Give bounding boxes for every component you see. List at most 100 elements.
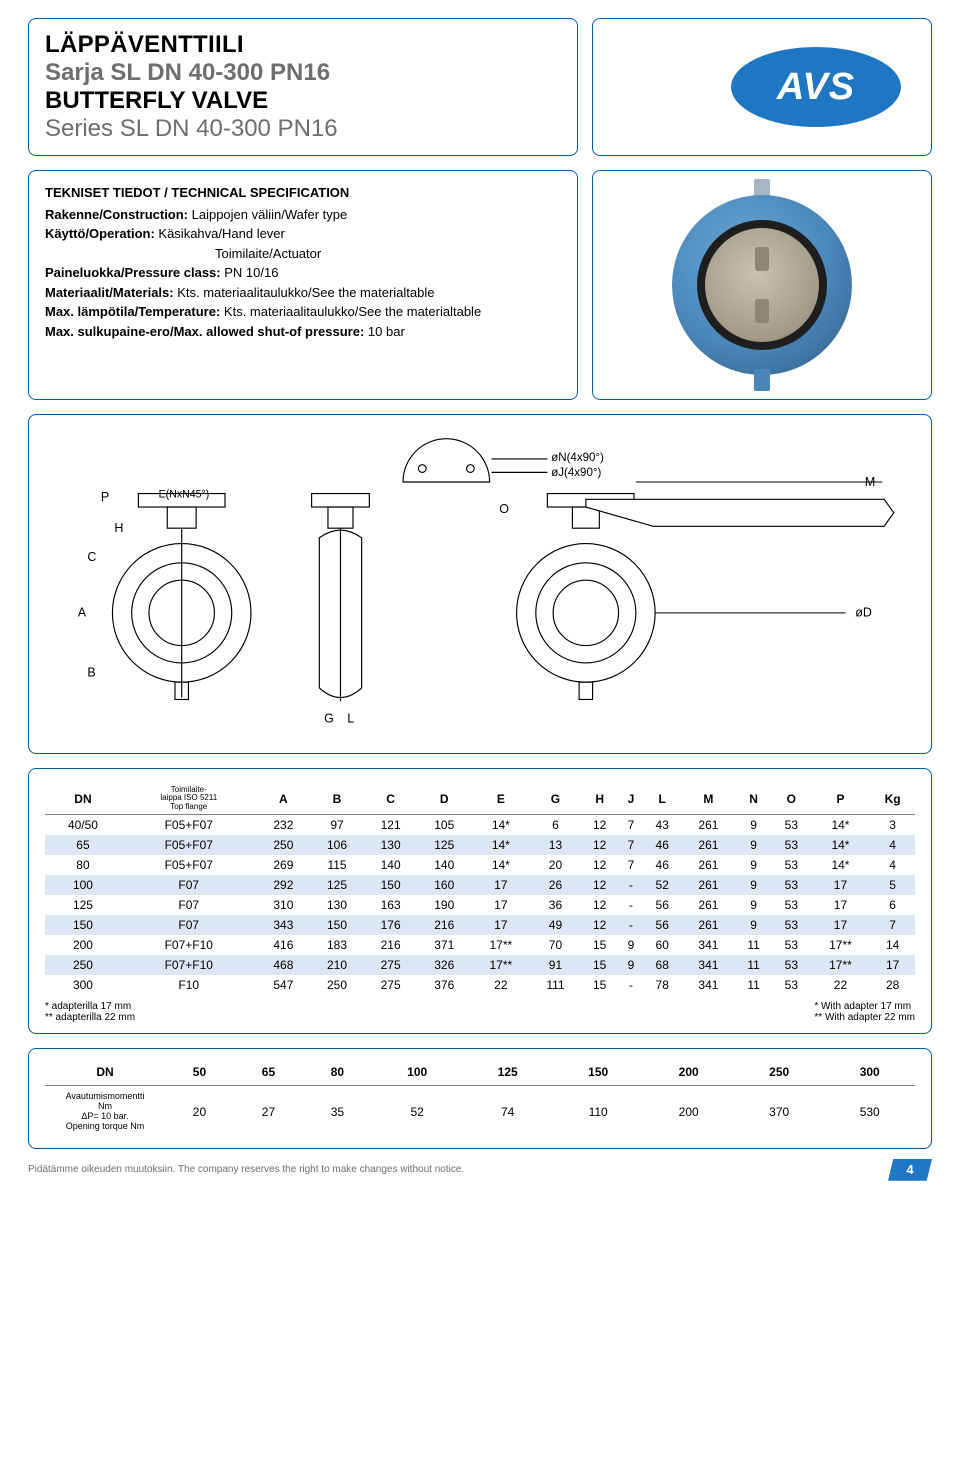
table-col-header: E	[471, 783, 531, 815]
title-line-3: BUTTERFLY VALVE	[45, 87, 561, 115]
label-B: B	[87, 665, 95, 679]
table-cell: -	[619, 875, 643, 895]
spec-value: Toimilaite/Actuator	[215, 246, 321, 261]
table-cell: 261	[682, 915, 736, 935]
table-cell: 250	[257, 835, 311, 855]
table-cell: 80	[45, 855, 121, 875]
table-cell: 68	[643, 955, 682, 975]
table-cell: 4	[870, 855, 915, 875]
torque-cell: 370	[734, 1086, 825, 1138]
table-col-header: DN	[45, 783, 121, 815]
valve-disc	[697, 220, 827, 350]
table-cell: 4	[870, 835, 915, 855]
table-cell: 300	[45, 975, 121, 995]
table-cell: 17**	[471, 935, 531, 955]
table-cell: 53	[772, 895, 811, 915]
spec-line: Max. lämpötila/Temperature: Kts. materia…	[45, 302, 561, 322]
footnotes: * adapterilla 17 mm** adapterilla 22 mm …	[45, 1001, 915, 1023]
table-cell: 163	[364, 895, 418, 915]
torque-cell: 200	[643, 1086, 734, 1138]
table-cell: F05+F07	[121, 815, 257, 836]
table-cell: 130	[364, 835, 418, 855]
torque-col-header: 80	[303, 1059, 372, 1086]
table-row: 300F105472502753762211115-7834111532228	[45, 975, 915, 995]
header-row: LÄPPÄVENTTIILI Sarja SL DN 40-300 PN16 B…	[28, 18, 932, 156]
table-cell: 6	[870, 895, 915, 915]
spec-line: Paineluokka/Pressure class: PN 10/16	[45, 263, 561, 283]
table-cell: 150	[310, 915, 364, 935]
table-row: 80F05+F0726911514014014*201274626195314*…	[45, 855, 915, 875]
table-cell: 91	[531, 955, 581, 975]
table-cell: -	[619, 975, 643, 995]
table-row: 100F07292125150160172612-52261953175	[45, 875, 915, 895]
spec-label: Materiaalit/Materials:	[45, 285, 174, 300]
table-cell: F05+F07	[121, 855, 257, 875]
table-cell: 17	[811, 915, 871, 935]
table-cell: 43	[643, 815, 682, 836]
table-cell: 341	[682, 935, 736, 955]
table-col-header: B	[310, 783, 364, 815]
table-row: 150F07343150176216174912-56261953177	[45, 915, 915, 935]
table-cell: 14	[870, 935, 915, 955]
table-cell: 53	[772, 955, 811, 975]
table-col-header: J	[619, 783, 643, 815]
table-cell: 70	[531, 935, 581, 955]
footnotes-right: * With adapter 17 mm** With adapter 22 m…	[814, 1001, 915, 1023]
label-phiJ: øJ(4x90°)	[551, 467, 601, 479]
footnote: * With adapter 17 mm	[814, 1001, 915, 1012]
table-col-header: D	[417, 783, 471, 815]
table-cell: 261	[682, 815, 736, 836]
table-cell: 310	[257, 895, 311, 915]
table-cell: 15	[580, 935, 619, 955]
table-col-header: G	[531, 783, 581, 815]
table-cell: 275	[364, 975, 418, 995]
spec-box: TEKNISET TIEDOT / TECHNICAL SPECIFICATIO…	[28, 170, 578, 400]
table-cell: 17	[471, 895, 531, 915]
torque-box: DN506580100125150200250300 Avautumismome…	[28, 1048, 932, 1149]
table-cell: 105	[417, 815, 471, 836]
table-cell: 261	[682, 855, 736, 875]
table-cell: 216	[417, 915, 471, 935]
table-cell: 160	[417, 875, 471, 895]
table-cell: 11	[735, 975, 772, 995]
table-row: 125F07310130163190173612-56261953176	[45, 895, 915, 915]
footnote: * adapterilla 17 mm	[45, 1001, 135, 1012]
torque-col-header: 100	[372, 1059, 463, 1086]
table-cell: 22	[811, 975, 871, 995]
table-cell: 261	[682, 835, 736, 855]
table-cell: 12	[580, 915, 619, 935]
table-col-header: H	[580, 783, 619, 815]
table-row: 40/50F05+F072329712110514*61274326195314…	[45, 815, 915, 836]
torque-col-header: 65	[234, 1059, 303, 1086]
table-cell: F07+F10	[121, 955, 257, 975]
avs-logo: AVS	[731, 47, 901, 127]
table-cell: 14*	[811, 835, 871, 855]
torque-header-row: DN506580100125150200250300	[45, 1059, 915, 1086]
spec-label: Käyttö/Operation:	[45, 226, 155, 241]
table-col-header: M	[682, 783, 736, 815]
spec-lines: Rakenne/Construction: Laippojen väliin/W…	[45, 205, 561, 342]
page-footer: Pidätämme oikeuden muutoksiin. The compa…	[28, 1159, 932, 1181]
spec-label: Max. lämpötila/Temperature:	[45, 304, 220, 319]
table-cell: 53	[772, 815, 811, 836]
table-cell: 125	[310, 875, 364, 895]
label-G: G	[324, 712, 334, 726]
table-cell: 200	[45, 935, 121, 955]
dimension-table-box: DNToimilaite-laippa ISO 5211Top flangeAB…	[28, 768, 932, 1034]
torque-cell: 35	[303, 1086, 372, 1138]
table-cell: 7	[870, 915, 915, 935]
torque-row-label: AvautumismomenttiNmΔP= 10 bar.Opening to…	[45, 1086, 165, 1138]
table-cell: 269	[257, 855, 311, 875]
table-cell: 9	[735, 895, 772, 915]
label-phiN: øN(4x90°)	[551, 452, 604, 464]
table-cell: 261	[682, 875, 736, 895]
table-cell: 376	[417, 975, 471, 995]
table-cell: 3	[870, 815, 915, 836]
table-cell: 140	[364, 855, 418, 875]
spec-line: Käyttö/Operation: Käsikahva/Hand lever	[45, 224, 561, 244]
table-cell: 115	[310, 855, 364, 875]
label-A: A	[78, 606, 87, 620]
table-cell: F07	[121, 875, 257, 895]
table-cell: 15	[580, 955, 619, 975]
spec-label: Rakenne/Construction:	[45, 207, 188, 222]
